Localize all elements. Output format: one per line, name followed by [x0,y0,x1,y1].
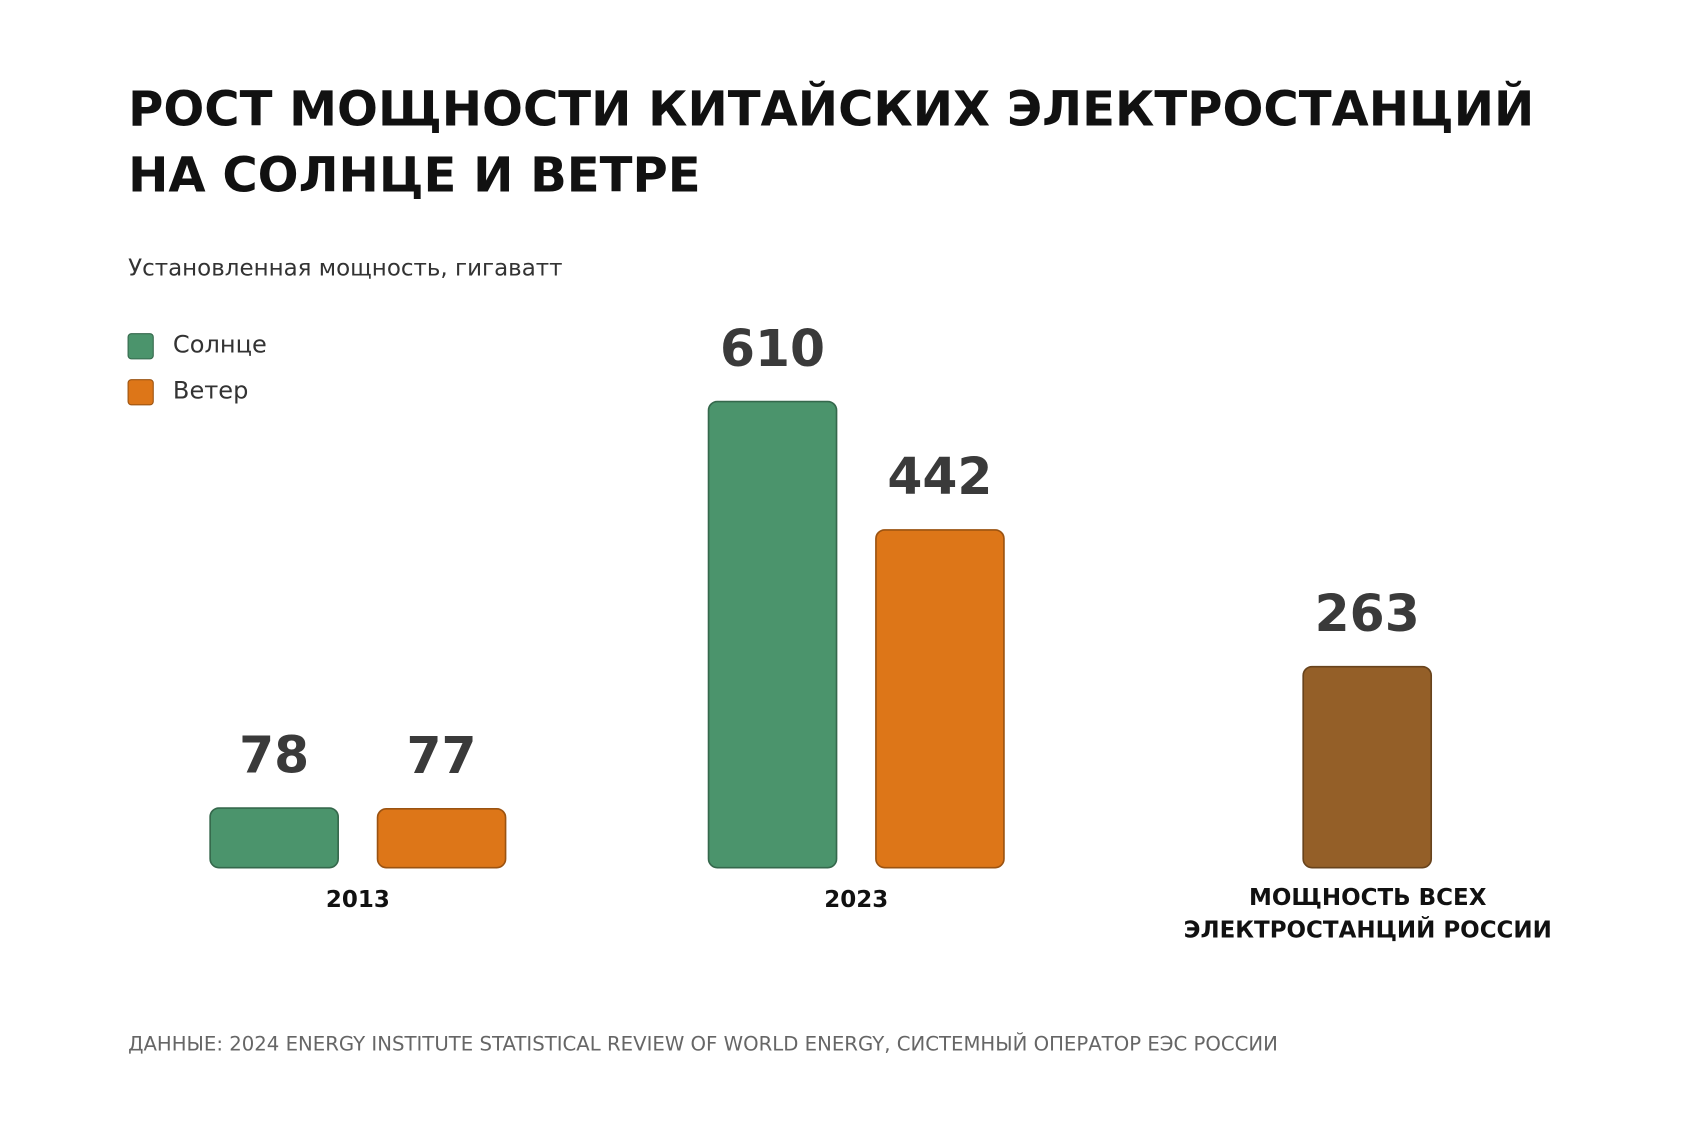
chart-title: НА СОЛНЦЕ И ВЕТРЕ [128,147,701,203]
bar [209,807,339,869]
value-label: 263 [1315,584,1420,643]
value-label: 610 [720,319,825,378]
bar [376,807,507,869]
value-label: 78 [239,725,309,784]
legend-swatch [127,333,154,360]
reference-label: ЭЛЕКТРОСТАНЦИЙ РОССИИ [1184,916,1552,944]
x-tick-label: 2023 [824,887,888,913]
value-label: 77 [407,726,477,785]
source-note: ДАННЫЕ: 2024 ENERGY INSTITUTE STATISTICA… [128,1032,1278,1055]
bar [707,400,838,869]
bar [875,529,1005,869]
legend-swatch [127,379,154,406]
value-label: 442 [887,447,992,506]
bar [1302,665,1433,869]
x-tick-label: 2013 [326,887,390,913]
chart-title: РОСТ МОЩНОСТИ КИТАЙСКИХ ЭЛЕКТРОСТАНЦИЙ [128,81,1534,138]
legend-label: Ветер [173,377,248,405]
chart-subtitle: Установленная мощность, гигаватт [128,256,562,282]
reference-label: МОЩНОСТЬ ВСЕХ [1249,885,1487,911]
legend-label: Солнце [173,331,267,359]
